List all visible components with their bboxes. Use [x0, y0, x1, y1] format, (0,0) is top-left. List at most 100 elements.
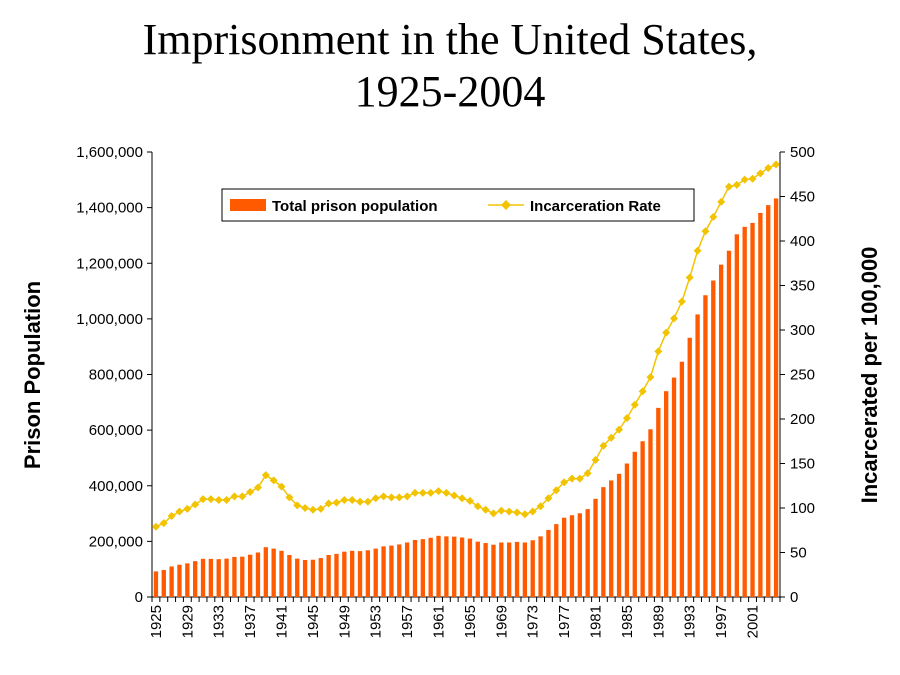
bar-1926 — [161, 570, 166, 597]
bar-1938 — [255, 552, 261, 597]
bar-1987 — [640, 441, 645, 597]
chart-title-line-2: 1925-2004 — [354, 67, 546, 116]
x-tick-label: 1941 — [274, 605, 291, 638]
x-tick-label: 1925 — [148, 605, 165, 638]
bar-1986 — [632, 451, 637, 597]
rate-marker-1941 — [277, 482, 286, 491]
bar-1997 — [718, 264, 724, 597]
rate-marker-1961 — [434, 487, 443, 496]
rate-marker-1983 — [607, 433, 616, 442]
rate-marker-1952 — [363, 497, 372, 506]
bar-1930 — [193, 561, 198, 597]
bar-1961 — [436, 535, 441, 597]
bar-1959 — [420, 539, 425, 597]
bar-1996 — [711, 280, 716, 597]
rate-marker-1969 — [497, 506, 506, 515]
x-tick-label: 1929 — [179, 605, 196, 638]
bar-1969 — [499, 542, 504, 597]
rate-marker-1959 — [418, 488, 427, 497]
rate-marker-1927 — [167, 512, 176, 521]
x-tick-label: 1945 — [305, 605, 322, 638]
rate-marker-1982 — [599, 441, 608, 450]
rate-marker-1947 — [324, 499, 333, 508]
rate-marker-1955 — [387, 493, 396, 502]
rate-marker-1968 — [489, 509, 498, 518]
bar-1985 — [624, 463, 630, 597]
left-tick-label: 0 — [135, 589, 143, 606]
right-tick-label: 200 — [790, 411, 815, 428]
rate-marker-1991 — [670, 314, 679, 323]
right-tick-label: 100 — [790, 500, 815, 517]
x-tick-label: 1961 — [431, 605, 448, 638]
x-tick-label: 1933 — [211, 605, 228, 638]
bar-2004 — [773, 198, 779, 597]
bar-1953 — [373, 548, 378, 597]
left-tick-label: 1,000,000 — [76, 311, 143, 328]
left-tick-label: 400,000 — [89, 478, 143, 495]
rate-marker-1935 — [230, 492, 239, 501]
bar-1998 — [726, 250, 732, 597]
x-tick-label: 1985 — [619, 605, 636, 638]
bar-1955 — [389, 545, 394, 597]
rate-marker-1956 — [395, 493, 404, 502]
bar-1963 — [452, 536, 457, 597]
x-tick-label: 1957 — [399, 605, 416, 638]
rate-marker-1951 — [356, 497, 365, 506]
rate-marker-1990 — [662, 328, 671, 337]
rate-marker-1963 — [450, 491, 459, 500]
bar-1968 — [491, 544, 496, 597]
bar-1989 — [656, 407, 661, 597]
bar-1966 — [475, 541, 480, 597]
x-tick-label: 1981 — [588, 605, 605, 638]
bar-1934 — [224, 558, 229, 597]
rate-marker-1979 — [575, 474, 584, 483]
rate-marker-2002 — [756, 169, 765, 178]
right-axis-title: Incarcerated per 100,000 — [857, 247, 882, 504]
bar-1983 — [609, 480, 614, 597]
bar-1971 — [514, 541, 520, 597]
rate-marker-1971 — [513, 508, 522, 517]
bar-1978 — [569, 515, 575, 597]
bar-1933 — [216, 559, 221, 597]
rate-marker-1940 — [269, 476, 278, 485]
bar-1947 — [326, 555, 331, 597]
rate-marker-1945 — [308, 505, 317, 514]
right-tick-label: 450 — [790, 189, 815, 206]
bar-1951 — [357, 551, 363, 597]
rate-marker-1976 — [552, 486, 561, 495]
rate-marker-1988 — [646, 373, 655, 382]
bar-1984 — [616, 473, 622, 597]
rate-marker-1980 — [583, 469, 592, 478]
rate-marker-1946 — [316, 504, 325, 513]
bar-1964 — [459, 537, 465, 597]
bar-1943 — [295, 558, 300, 597]
rate-marker-1960 — [426, 488, 435, 497]
bar-1936 — [240, 556, 245, 597]
rate-marker-1998 — [724, 182, 733, 191]
rate-marker-1932 — [206, 495, 215, 504]
bar-1956 — [397, 544, 402, 597]
rate-marker-1928 — [175, 507, 184, 516]
right-tick-label: 250 — [790, 367, 815, 384]
left-tick-label: 1,200,000 — [76, 255, 143, 272]
rate-marker-1942 — [285, 493, 294, 502]
rate-marker-1985 — [622, 414, 631, 423]
bar-1949 — [342, 551, 347, 597]
bar-1941 — [279, 550, 284, 597]
rate-marker-1967 — [481, 505, 490, 514]
left-tick-label: 1,600,000 — [76, 144, 143, 161]
bar-1945 — [310, 559, 316, 597]
bar-1982 — [601, 487, 606, 597]
bar-1962 — [444, 536, 449, 597]
rate-marker-1993 — [685, 273, 694, 282]
rate-marker-1926 — [159, 519, 168, 528]
bar-1994 — [695, 314, 700, 597]
legend: Total prison population Incarceration Ra… — [221, 188, 695, 222]
bar-1967 — [483, 543, 488, 597]
rate-marker-1925 — [151, 522, 160, 531]
rate-marker-1973 — [528, 507, 537, 516]
rate-marker-1949 — [340, 495, 349, 504]
rate-marker-1934 — [222, 495, 231, 504]
rate-marker-1999 — [732, 180, 741, 189]
bar-1981 — [593, 498, 598, 597]
